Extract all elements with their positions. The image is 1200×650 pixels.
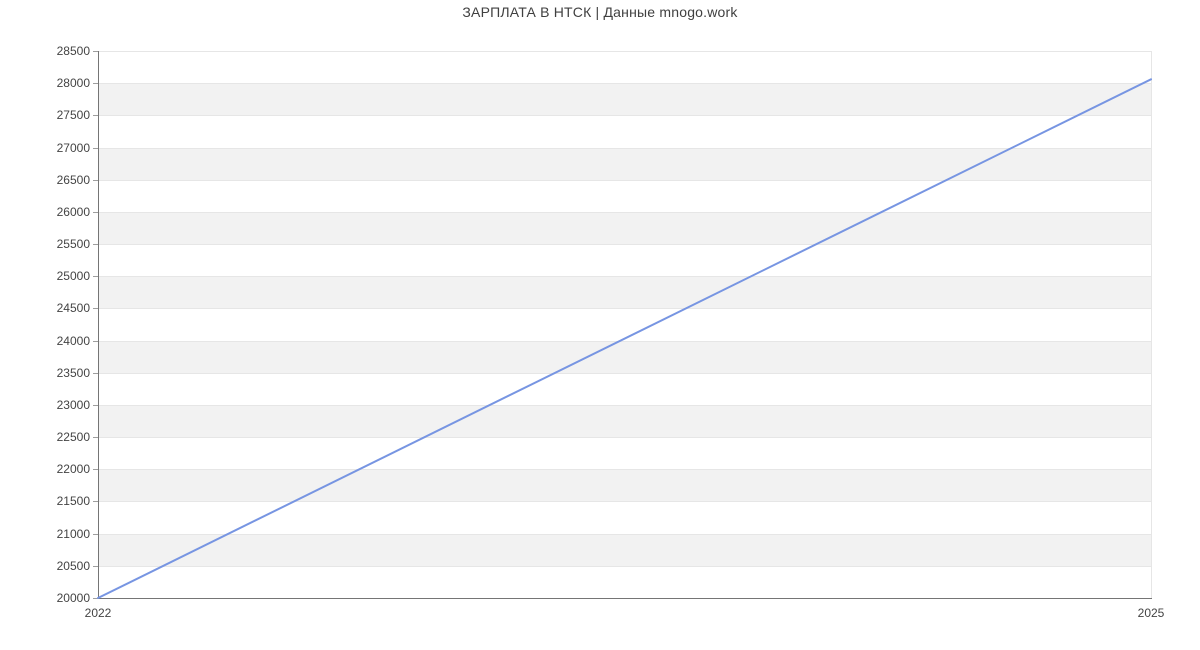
y-tick-label: 25500 (56, 237, 90, 252)
y-tick-label: 22000 (56, 462, 90, 477)
gridline (99, 115, 1152, 117)
y-tick-label: 21500 (56, 494, 90, 509)
y-tick-label: 26500 (56, 172, 90, 187)
y-tick-label: 26000 (56, 204, 90, 219)
y-tick-mark (93, 147, 98, 149)
gridline (99, 533, 1152, 535)
y-tick-label: 23000 (56, 397, 90, 412)
gridline (1151, 51, 1152, 598)
y-tick-label: 21000 (56, 526, 90, 541)
gridline (99, 83, 1152, 85)
y-tick-mark (93, 83, 98, 85)
chart-title: ЗАРПЛАТА В НТСК | Данные mnogo.work (462, 4, 738, 20)
y-tick-mark (93, 437, 98, 439)
plot-band (99, 276, 1152, 309)
gridline (99, 179, 1152, 181)
gridline (99, 501, 1152, 503)
gridline (99, 340, 1152, 342)
y-tick-label: 28500 (56, 44, 90, 58)
x-tick-label: 2025 (1137, 606, 1165, 620)
gridline (99, 469, 1152, 471)
plot-band (99, 533, 1152, 566)
y-tick-label: 27500 (56, 108, 90, 123)
y-tick-label: 22500 (56, 430, 90, 445)
gridline (99, 244, 1152, 246)
plot-band (99, 211, 1152, 245)
x-tick-label: 2022 (84, 606, 112, 620)
y-tick-label: 20000 (56, 591, 90, 605)
y-tick-mark (93, 598, 98, 599)
y-tick-mark (93, 244, 98, 246)
y-tick-label: 20500 (56, 558, 90, 573)
y-tick-mark (93, 179, 98, 181)
y-tick-mark (93, 501, 98, 503)
y-tick-mark (93, 372, 98, 374)
y-tick-mark (93, 404, 98, 406)
y-tick-mark (93, 469, 98, 471)
gridline (99, 51, 1152, 52)
gridline (99, 437, 1152, 439)
y-tick-label: 25000 (56, 269, 90, 284)
gridline (99, 147, 1152, 149)
y-tick-mark (93, 340, 98, 342)
y-tick-label: 24500 (56, 301, 90, 316)
gridline (99, 565, 1152, 567)
y-tick-mark (93, 276, 98, 278)
plot-band (99, 469, 1152, 502)
gridline (99, 404, 1152, 406)
plot-area (98, 51, 1152, 599)
y-tick-mark (93, 565, 98, 567)
gridline (99, 308, 1152, 310)
plot-band (99, 340, 1152, 373)
y-tick-mark (93, 308, 98, 310)
y-tick-label: 23500 (56, 365, 90, 380)
y-tick-label: 28000 (56, 76, 90, 91)
y-tick-mark (93, 115, 98, 117)
y-tick-label: 24000 (56, 333, 90, 348)
y-tick-mark (93, 211, 98, 213)
gridline (99, 276, 1152, 278)
plot-band (99, 147, 1152, 180)
plot-band (99, 404, 1152, 438)
gridline (99, 211, 1152, 213)
y-tick-label: 27000 (56, 140, 90, 155)
y-tick-mark (93, 51, 98, 52)
plot-band (99, 83, 1152, 116)
gridline (99, 372, 1152, 374)
y-tick-mark (93, 533, 98, 535)
